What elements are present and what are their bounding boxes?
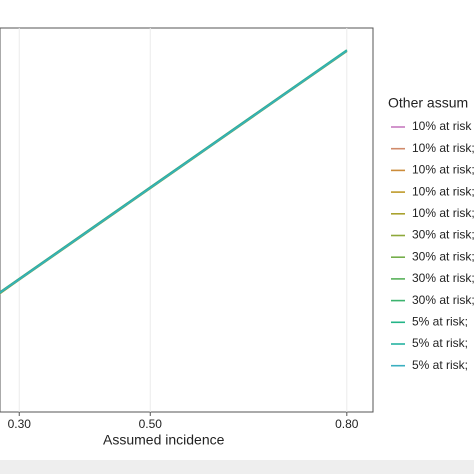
legend-label: 10% at risk <box>412 119 472 133</box>
legend-label: 10% at risk; <box>412 184 474 198</box>
legend-label: 30% at risk; <box>412 228 474 242</box>
x-axis-label: Assumed incidence <box>103 432 225 448</box>
legend-label: 30% at risk; <box>412 293 474 307</box>
plot-area <box>0 27 374 413</box>
x-tick-label: 0.50 <box>139 417 163 431</box>
legend-label: 5% at risk; <box>412 336 468 350</box>
legend-label: 10% at risk; <box>412 206 474 220</box>
legend-label: 30% at risk; <box>412 271 474 285</box>
legend-title: Other assum <box>388 95 468 111</box>
x-tick-label: 0.80 <box>335 417 359 431</box>
legend-label: 10% at risk; <box>412 163 474 177</box>
legend-label: 10% at risk; <box>412 141 474 155</box>
footer-bar <box>0 460 474 474</box>
legend-label: 30% at risk; <box>412 249 474 263</box>
x-tick-label: 0.30 <box>8 417 32 431</box>
legend-label: 5% at risk; <box>412 358 468 372</box>
legend-label: 5% at risk; <box>412 314 468 328</box>
series-line <box>0 50 348 294</box>
